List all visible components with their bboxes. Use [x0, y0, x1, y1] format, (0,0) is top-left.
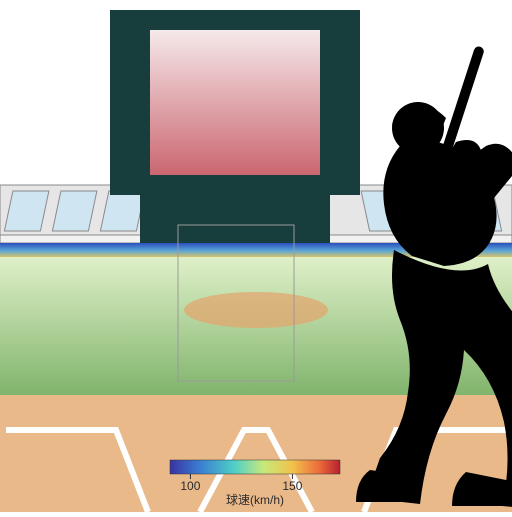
legend-label: 球速(km/h) [226, 493, 284, 507]
svg-text:150: 150 [282, 479, 302, 493]
scoreboard [110, 10, 360, 255]
pitch-velocity-diagram: 100 150球速(km/h) [0, 0, 512, 512]
svg-text:100: 100 [180, 479, 200, 493]
scene-svg: 100 150球速(km/h) [0, 0, 512, 512]
